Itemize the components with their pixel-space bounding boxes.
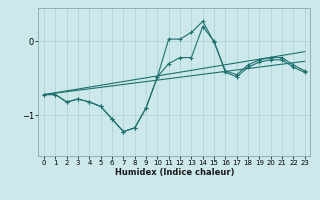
X-axis label: Humidex (Indice chaleur): Humidex (Indice chaleur) xyxy=(115,168,234,177)
